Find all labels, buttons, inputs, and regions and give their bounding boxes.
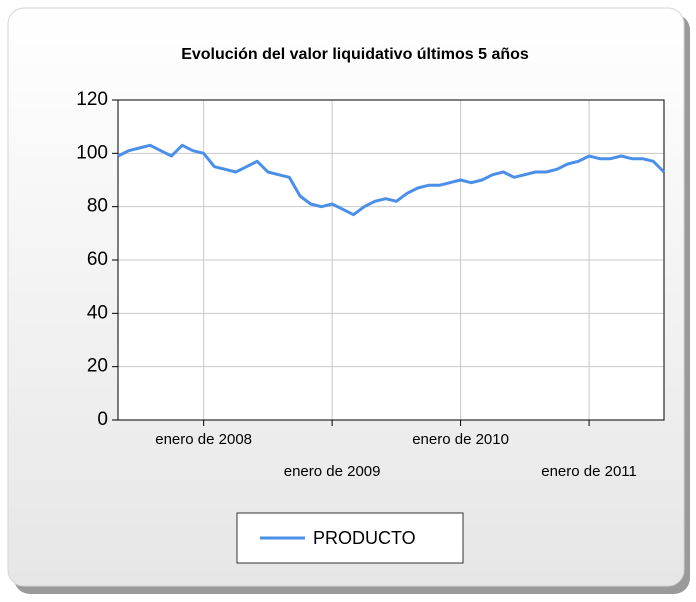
- line-series: [117, 143, 666, 217]
- legend-label: PRODUCTO: [313, 528, 416, 548]
- y-tick-label: 40: [87, 302, 108, 323]
- y-tick-label: 120: [76, 89, 108, 110]
- chart-title: Evolución del valor liquidativo últimos …: [181, 46, 529, 63]
- x-tick-label: enero de 2009: [284, 463, 381, 480]
- y-tick-label: 0: [97, 409, 108, 430]
- y-tick-label: 80: [87, 196, 108, 217]
- plot-border: [117, 99, 665, 421]
- y-tick-label: 100: [76, 142, 108, 163]
- y-tick-label: 20: [87, 356, 108, 377]
- x-tick-label: enero de 2008: [155, 431, 252, 448]
- x-tick-label: enero de 2010: [412, 431, 509, 448]
- legend-box: [236, 512, 464, 564]
- y-tick-label: 60: [87, 249, 108, 270]
- x-tick-label: enero de 2011: [541, 463, 637, 480]
